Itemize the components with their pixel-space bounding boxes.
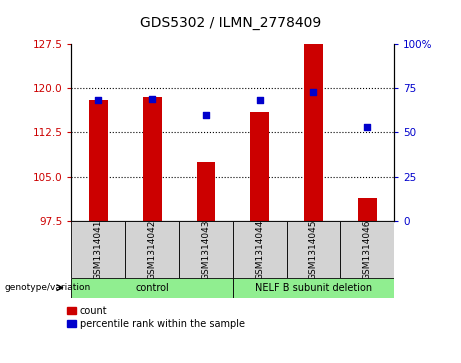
FancyBboxPatch shape bbox=[233, 221, 287, 278]
Text: NELF B subunit deletion: NELF B subunit deletion bbox=[255, 283, 372, 293]
Bar bbox=[358, 198, 377, 221]
Bar bbox=[89, 100, 108, 221]
Bar bbox=[196, 162, 215, 221]
Bar bbox=[304, 41, 323, 221]
Legend: count, percentile rank within the sample: count, percentile rank within the sample bbox=[67, 306, 245, 329]
Bar bbox=[143, 97, 161, 221]
Point bbox=[256, 98, 263, 103]
Text: GSM1314044: GSM1314044 bbox=[255, 219, 264, 280]
Text: GSM1314041: GSM1314041 bbox=[94, 219, 103, 280]
Point bbox=[364, 124, 371, 130]
Point bbox=[95, 98, 102, 103]
Text: GSM1314046: GSM1314046 bbox=[363, 219, 372, 280]
Text: GSM1314045: GSM1314045 bbox=[309, 219, 318, 280]
FancyBboxPatch shape bbox=[71, 278, 233, 298]
FancyBboxPatch shape bbox=[125, 221, 179, 278]
FancyBboxPatch shape bbox=[179, 221, 233, 278]
Point bbox=[148, 96, 156, 102]
Text: control: control bbox=[135, 283, 169, 293]
Text: GSM1314043: GSM1314043 bbox=[201, 219, 210, 280]
Text: GSM1314042: GSM1314042 bbox=[148, 219, 157, 280]
FancyBboxPatch shape bbox=[287, 221, 340, 278]
FancyBboxPatch shape bbox=[340, 221, 394, 278]
Text: GDS5302 / ILMN_2778409: GDS5302 / ILMN_2778409 bbox=[140, 16, 321, 30]
FancyBboxPatch shape bbox=[71, 221, 125, 278]
FancyBboxPatch shape bbox=[233, 278, 394, 298]
Bar bbox=[250, 112, 269, 221]
Point bbox=[202, 112, 210, 118]
Point bbox=[310, 89, 317, 94]
Text: genotype/variation: genotype/variation bbox=[5, 283, 91, 292]
